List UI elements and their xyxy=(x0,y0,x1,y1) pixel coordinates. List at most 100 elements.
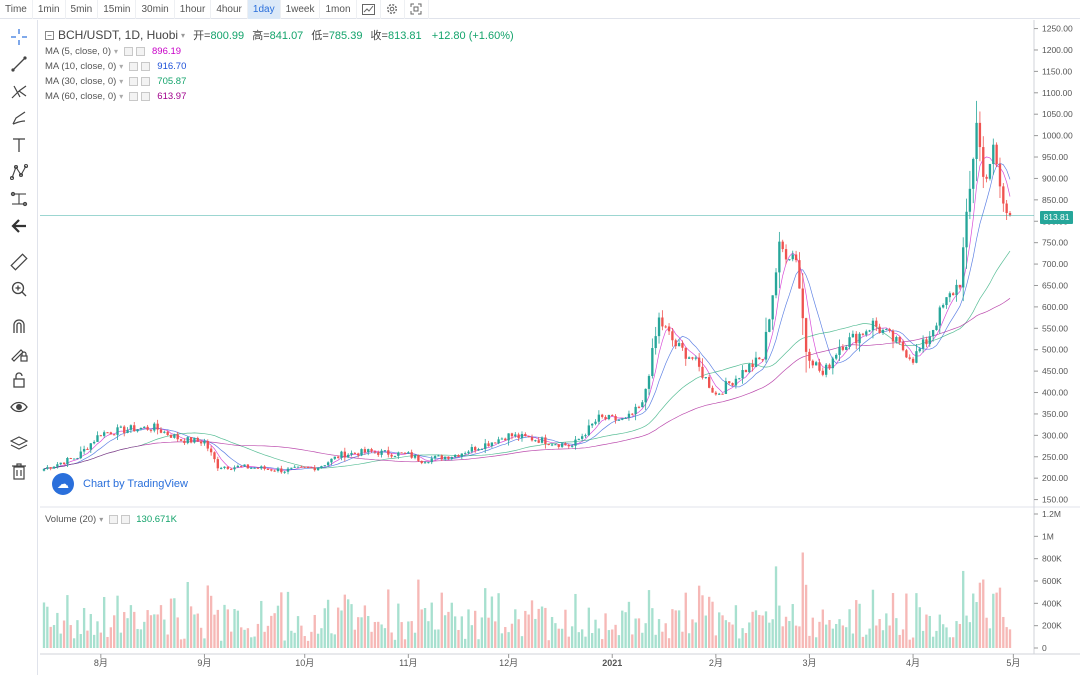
symbol-dropdown-icon[interactable]: ▾ xyxy=(181,30,186,40)
candle-body xyxy=(560,443,564,447)
ruler-icon[interactable] xyxy=(8,251,30,273)
candle-body xyxy=(671,331,674,341)
candle-body xyxy=(684,347,687,359)
candle-body xyxy=(450,456,453,459)
settings-gear-icon[interactable] xyxy=(381,0,405,19)
volume-bar xyxy=(788,621,791,648)
interval-1hour[interactable]: 1hour xyxy=(175,0,212,19)
candle-body xyxy=(580,436,584,439)
layers-icon[interactable] xyxy=(8,433,30,455)
volume-bar xyxy=(380,624,383,648)
symbol-collapse-icon[interactable]: − xyxy=(45,30,54,40)
volume-bar xyxy=(938,614,941,648)
volume-bar xyxy=(510,623,514,648)
ma-settings-icon[interactable] xyxy=(129,92,139,101)
eye-icon[interactable] xyxy=(8,396,30,418)
chart-type-icon[interactable] xyxy=(357,0,381,19)
interval-30min[interactable]: 30min xyxy=(136,0,175,19)
pattern-icon[interactable] xyxy=(8,161,30,183)
price-tick-label: 600.00 xyxy=(1042,302,1068,312)
crosshair-icon[interactable] xyxy=(8,26,30,48)
volume-bar xyxy=(276,605,280,648)
candle-body xyxy=(380,450,383,455)
candle-body xyxy=(875,320,878,327)
candle-body xyxy=(457,455,460,457)
interval-5min[interactable]: 5min xyxy=(66,0,99,19)
candle-body xyxy=(350,452,353,455)
ma-dropdown-icon[interactable]: ▾ xyxy=(119,92,124,101)
ma-dropdown-icon[interactable]: ▾ xyxy=(119,77,124,86)
candle-body xyxy=(681,343,684,348)
ma-legend-row: MA (10, close, 0) ▾ 916.70 xyxy=(45,59,514,74)
volume-tick-label: 800K xyxy=(1042,554,1062,564)
price-tick-label: 900.00 xyxy=(1042,173,1068,183)
ma-settings-icon[interactable] xyxy=(129,77,139,86)
volume-remove-icon[interactable] xyxy=(121,514,131,524)
candle-body xyxy=(393,455,397,457)
volume-bar xyxy=(1008,629,1012,648)
candle-body xyxy=(113,434,116,436)
text-tool-icon[interactable] xyxy=(8,134,30,156)
interval-1min[interactable]: 1min xyxy=(33,0,66,19)
ma-label[interactable]: MA (5, close, 0) xyxy=(45,46,111,57)
interval-1mon[interactable]: 1mon xyxy=(320,0,357,19)
volume-bar xyxy=(443,615,447,648)
interval-1week[interactable]: 1week xyxy=(281,0,321,19)
ma-settings-icon[interactable] xyxy=(129,62,139,71)
candle-body xyxy=(754,357,758,368)
candle-body xyxy=(183,440,186,444)
interval-time[interactable]: Time xyxy=(0,0,33,19)
volume-bar xyxy=(440,592,443,648)
candle-body xyxy=(607,414,611,420)
interval-4hour[interactable]: 4hour xyxy=(211,0,248,19)
candle-body xyxy=(748,364,751,373)
candle-body xyxy=(741,370,744,379)
volume-bar xyxy=(159,605,163,648)
candle-body xyxy=(370,449,373,452)
volume-bar xyxy=(179,639,183,648)
candle-body xyxy=(397,452,400,456)
interval-1day[interactable]: 1day xyxy=(247,0,281,19)
ma-dropdown-icon[interactable]: ▾ xyxy=(114,47,119,56)
ma-remove-icon[interactable] xyxy=(136,47,146,56)
candle-body xyxy=(474,447,477,451)
tradingview-watermark[interactable]: ☁ Chart by TradingView xyxy=(52,473,188,495)
unlock-icon[interactable] xyxy=(8,369,30,391)
candle-body xyxy=(383,450,387,452)
prediction-icon[interactable] xyxy=(8,188,30,210)
ma-5-line xyxy=(43,156,1011,472)
ma-label[interactable]: MA (30, close, 0) xyxy=(45,76,117,87)
ma-remove-icon[interactable] xyxy=(141,62,151,71)
volume-legend: Volume (20) ▾ 130.671K xyxy=(45,512,177,526)
candle-body xyxy=(774,272,778,296)
volume-bar xyxy=(153,614,156,648)
price-tick-label: 400.00 xyxy=(1042,388,1068,398)
ma-remove-icon[interactable] xyxy=(141,77,151,86)
trash-icon[interactable] xyxy=(8,460,30,482)
magnet-icon[interactable] xyxy=(8,315,30,337)
volume-bar xyxy=(644,623,647,648)
volume-bar xyxy=(149,615,153,648)
fullscreen-icon[interactable] xyxy=(405,0,429,19)
pitchfork-icon[interactable] xyxy=(8,80,30,102)
lock-drawing-icon[interactable] xyxy=(8,342,30,364)
ma-dropdown-icon[interactable]: ▾ xyxy=(119,62,124,71)
ma-label[interactable]: MA (10, close, 0) xyxy=(45,61,117,72)
brush-icon[interactable] xyxy=(8,107,30,129)
symbol-title[interactable]: BCH/USDT, 1D, Huobi xyxy=(58,28,179,42)
trend-line-icon[interactable] xyxy=(8,53,30,75)
ma-label[interactable]: MA (60, close, 0) xyxy=(45,91,117,102)
interval-15min[interactable]: 15min xyxy=(98,0,137,19)
volume-dropdown-icon[interactable]: ▾ xyxy=(99,514,104,524)
ma-settings-icon[interactable] xyxy=(124,47,134,56)
volume-label[interactable]: Volume (20) xyxy=(45,513,97,525)
volume-settings-icon[interactable] xyxy=(109,514,119,524)
candle-body xyxy=(463,453,467,455)
zoom-in-icon[interactable] xyxy=(8,278,30,300)
volume-bar xyxy=(457,629,460,648)
ma-remove-icon[interactable] xyxy=(141,92,151,101)
arrow-left-icon[interactable] xyxy=(8,215,30,237)
volume-bar xyxy=(102,596,106,648)
open-label: 开= xyxy=(193,30,211,42)
volume-bar xyxy=(604,613,607,648)
